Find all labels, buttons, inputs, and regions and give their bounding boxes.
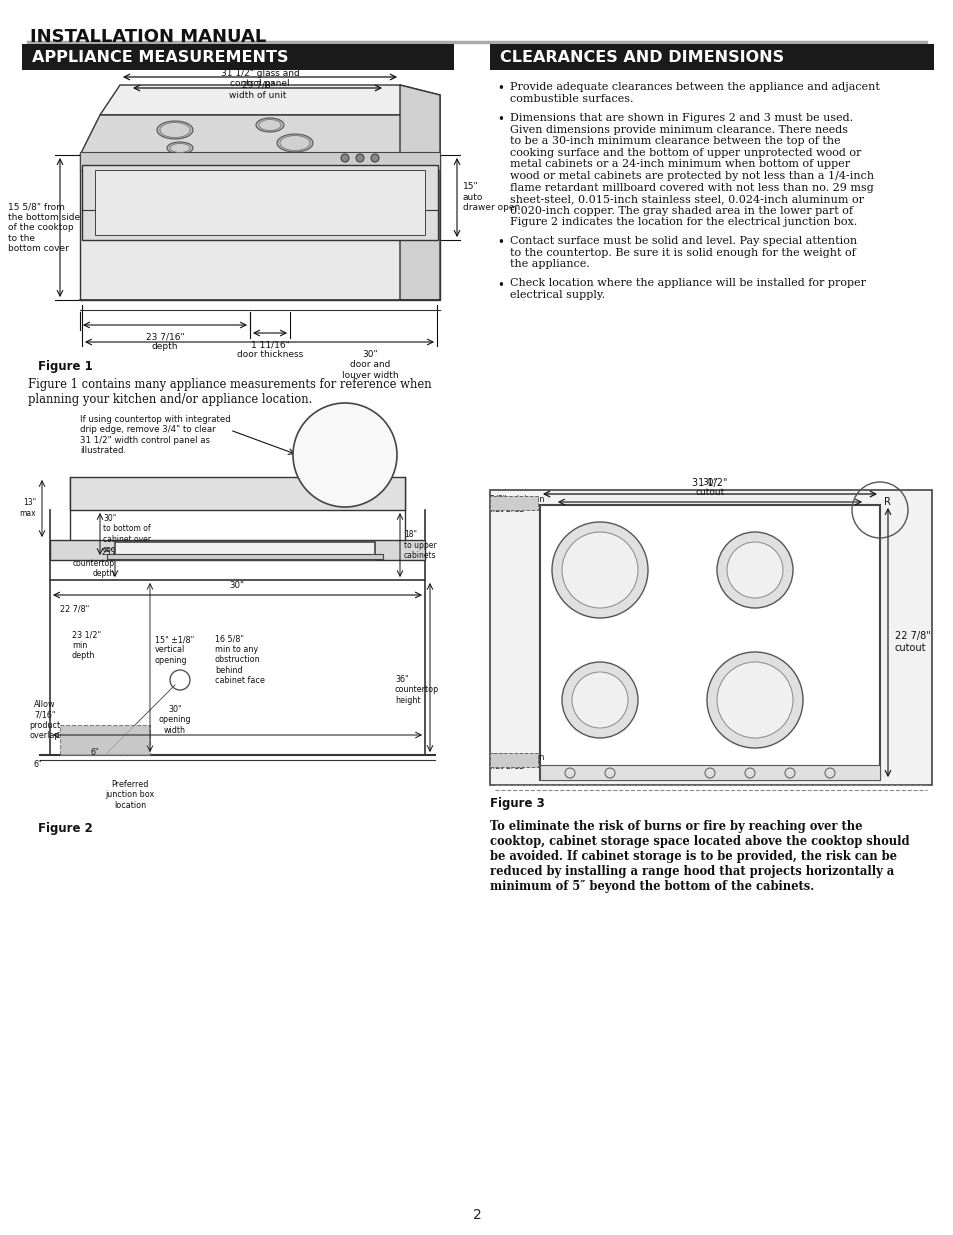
Text: Figure 1: Figure 1 <box>38 359 92 373</box>
Bar <box>115 542 375 559</box>
Text: 2: 2 <box>472 1208 481 1221</box>
Polygon shape <box>399 85 439 300</box>
Ellipse shape <box>160 122 190 137</box>
Bar <box>490 44 933 70</box>
Text: 23 1/2"
min
depth: 23 1/2" min depth <box>71 630 101 659</box>
Bar <box>539 505 879 781</box>
Text: 36"
countertop
height: 36" countertop height <box>395 676 438 705</box>
Text: If using countertop with integrated
drip edge, remove 3/4" to clear
31 1/2" widt: If using countertop with integrated drip… <box>80 415 231 456</box>
Text: Contact surface must be solid and level. Pay special attention
to the countertop: Contact surface must be solid and level.… <box>510 236 856 269</box>
Text: Preferred
junction box
location: Preferred junction box location <box>105 781 154 810</box>
Text: 6": 6" <box>33 760 42 769</box>
Text: 3/8" minimun
flat area: 3/8" minimun flat area <box>490 752 544 772</box>
Bar <box>539 764 879 781</box>
Ellipse shape <box>170 143 190 152</box>
Bar <box>22 44 454 70</box>
Text: Allow
7/16"
product
overlap: Allow 7/16" product overlap <box>30 700 60 740</box>
Text: Check location where the appliance will be installed for proper
electrical suppl: Check location where the appliance will … <box>510 279 865 300</box>
Text: 25"
countertop
depth: 25" countertop depth <box>72 548 115 578</box>
Bar <box>95 170 424 235</box>
Polygon shape <box>80 156 439 300</box>
Circle shape <box>293 403 396 508</box>
Bar <box>80 152 439 170</box>
Text: APPLIANCE MEASUREMENTS: APPLIANCE MEASUREMENTS <box>32 49 288 64</box>
Text: 16 5/8"
min to any
obstruction
behind
cabinet face: 16 5/8" min to any obstruction behind ca… <box>214 635 265 685</box>
Circle shape <box>355 154 364 162</box>
Bar <box>60 725 150 755</box>
Text: Dimensions that are shown in Figures 2 and 3 must be used.
Given dimensions prov: Dimensions that are shown in Figures 2 a… <box>510 112 873 227</box>
Text: 29 7/8"
width of unit: 29 7/8" width of unit <box>229 82 287 100</box>
Text: 15"
auto
drawer open: 15" auto drawer open <box>462 182 519 212</box>
Text: Figure 2: Figure 2 <box>38 823 92 835</box>
Circle shape <box>552 522 647 618</box>
Text: 13"
max: 13" max <box>19 498 36 517</box>
Text: •: • <box>497 236 503 249</box>
Text: 3/4" min.: 3/4" min. <box>319 422 359 431</box>
Circle shape <box>717 532 792 608</box>
Bar <box>50 540 424 559</box>
Circle shape <box>561 532 638 608</box>
Ellipse shape <box>258 120 281 131</box>
Text: 23 7/16"
depth: 23 7/16" depth <box>146 332 184 352</box>
Text: 6": 6" <box>91 748 99 757</box>
Bar <box>82 165 437 240</box>
Polygon shape <box>100 85 419 115</box>
Bar <box>490 496 537 510</box>
Text: CLEARANCES AND DIMENSIONS: CLEARANCES AND DIMENSIONS <box>499 49 783 64</box>
Ellipse shape <box>167 142 193 154</box>
Text: 30"
cutout: 30" cutout <box>695 478 724 496</box>
Text: 15" ±1/8"
vertical
opening: 15" ±1/8" vertical opening <box>154 635 194 664</box>
Bar <box>490 753 537 767</box>
Text: 22 7/8"
cutout: 22 7/8" cutout <box>894 631 930 653</box>
Ellipse shape <box>280 136 310 151</box>
Polygon shape <box>399 85 439 156</box>
Text: R: R <box>883 496 890 508</box>
Bar <box>490 490 931 785</box>
Ellipse shape <box>255 119 284 132</box>
Polygon shape <box>80 115 439 156</box>
Text: INSTALLATION MANUAL: INSTALLATION MANUAL <box>30 28 266 46</box>
Text: •: • <box>497 112 503 126</box>
Circle shape <box>572 672 627 727</box>
Text: 31 1/2": 31 1/2" <box>692 478 727 488</box>
Text: •: • <box>497 82 503 95</box>
Circle shape <box>371 154 378 162</box>
Text: 3/8" minimun
flat area: 3/8" minimun flat area <box>490 495 544 515</box>
Text: 1 11/16"
door thickness: 1 11/16" door thickness <box>236 340 303 359</box>
Ellipse shape <box>276 135 313 152</box>
Text: 30"
door and
louver width: 30" door and louver width <box>341 350 398 380</box>
Circle shape <box>340 154 349 162</box>
Text: •: • <box>497 279 503 291</box>
Text: 18"
to upper
cabinets: 18" to upper cabinets <box>403 530 436 559</box>
Ellipse shape <box>157 121 193 140</box>
Circle shape <box>726 542 782 598</box>
Circle shape <box>717 662 792 739</box>
Text: Provide adequate clearances between the appliance and adjacent
combustible surfa: Provide adequate clearances between the … <box>510 82 879 104</box>
Text: Figure 3: Figure 3 <box>490 797 544 810</box>
Text: To eliminate the risk of burns or fire by reaching over the
cooktop, cabinet sto: To eliminate the risk of burns or fire b… <box>490 820 908 893</box>
Bar <box>107 555 382 559</box>
Text: 31 1/2" glass and
control panel: 31 1/2" glass and control panel <box>220 69 299 89</box>
Text: 30"
to bottom of
cabinet over
cooktop: 30" to bottom of cabinet over cooktop <box>103 514 151 555</box>
Text: 15 5/8" from
the bottom side
of the cooktop
to the
bottom cover: 15 5/8" from the bottom side of the cook… <box>8 203 80 253</box>
Circle shape <box>706 652 802 748</box>
Text: Figure 1 contains many appliance measurements for reference when
planning your k: Figure 1 contains many appliance measure… <box>28 378 431 406</box>
Text: 22 7/8": 22 7/8" <box>60 605 90 614</box>
Circle shape <box>561 662 638 739</box>
Bar <box>70 477 405 510</box>
Text: 30"
opening
width: 30" opening width <box>158 705 191 735</box>
Text: 30": 30" <box>230 580 244 590</box>
